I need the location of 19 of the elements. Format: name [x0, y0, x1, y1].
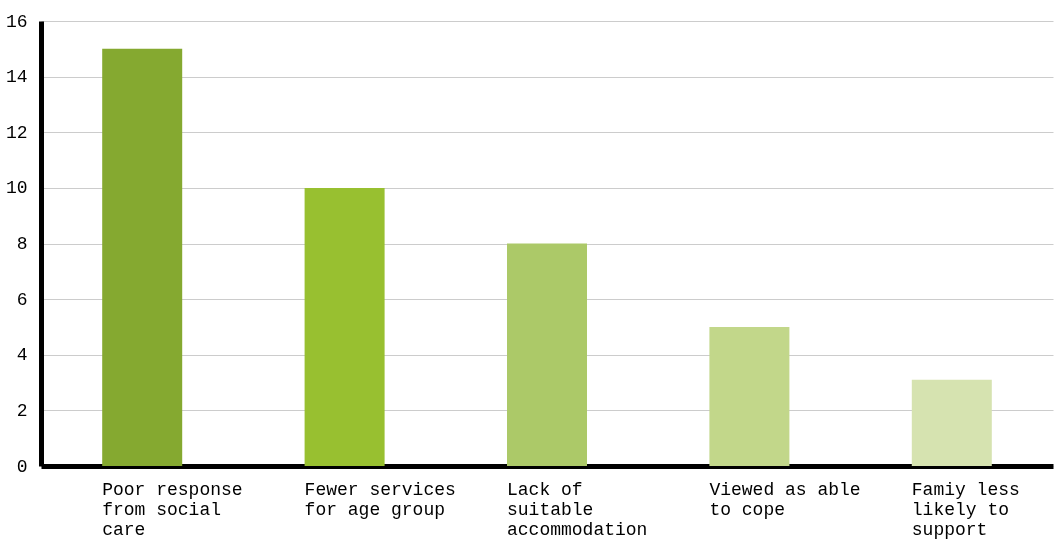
y-tick-label: 8 [16, 234, 28, 254]
y-tick-label: 10 [5, 178, 28, 199]
bar [709, 326, 790, 466]
y-tick-label: 6 [16, 289, 28, 310]
bar [911, 379, 992, 466]
bar [102, 48, 183, 466]
bar [304, 187, 385, 466]
x-tick-label: Poor response from social care [102, 479, 243, 540]
x-tick-label: Famiy less likely to support [911, 479, 1020, 540]
bar [507, 243, 587, 466]
y-tick-label: 16 [5, 11, 28, 32]
y-tick-label: 4 [16, 345, 28, 366]
x-tick-label: Fewer services for age group [304, 479, 456, 520]
x-tick-label: Lack of suitable accommodation [507, 479, 648, 540]
y-tick-label: 12 [5, 122, 28, 143]
y-tick-label: 0 [16, 456, 28, 477]
x-tick-label: Viewed as able to cope [709, 479, 861, 520]
y-tick-label: 2 [16, 400, 28, 421]
y-tick-label: 14 [5, 67, 28, 88]
